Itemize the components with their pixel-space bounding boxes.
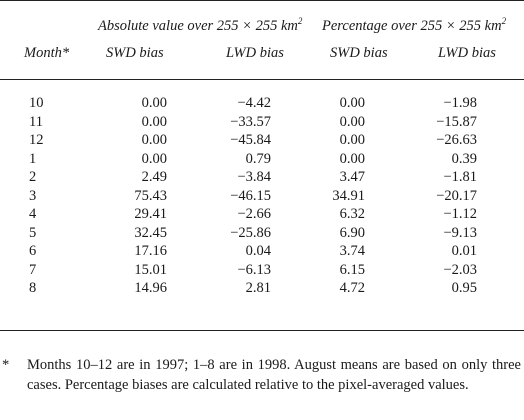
abs-lwd-cell: 0.04 xyxy=(245,243,271,259)
pct-swd-cell: 0.00 xyxy=(339,95,365,111)
pct-lwd-cell: −1.81 xyxy=(443,169,477,185)
abs-lwd-cell: 2.81 xyxy=(245,280,271,296)
pct-lwd-cell: −15.87 xyxy=(436,113,477,130)
pct-swd-cell: 6.32 xyxy=(339,206,365,222)
abs-lwd-cell: −45.84 xyxy=(230,132,271,148)
pct-lwd-cell: −2.03 xyxy=(443,261,477,278)
month-cell: 11 xyxy=(29,113,43,130)
month-cell: 12 xyxy=(29,132,44,148)
month-cell: 2 xyxy=(29,169,37,185)
footnote-marker: * xyxy=(2,357,10,373)
pct-swd-cell: 0.00 xyxy=(339,150,365,167)
pct-lwd-cell: −1.12 xyxy=(443,206,477,222)
abs-lwd-cell: −6.13 xyxy=(237,261,271,278)
abs-swd-cell: 14.96 xyxy=(134,280,167,296)
month-cell: 6 xyxy=(29,243,37,259)
abs-lwd-cell: −4.42 xyxy=(237,95,271,111)
abs-swd-cell: 29.41 xyxy=(134,206,167,222)
pct-lwd-cell: −20.17 xyxy=(436,187,477,204)
abs-lwd-cell: −2.66 xyxy=(237,206,271,222)
pct-lwd-cell: −9.13 xyxy=(443,224,477,241)
pct-swd-cell: 0.00 xyxy=(339,113,365,130)
header-rule xyxy=(0,79,524,80)
abs-swd-cell: 0.00 xyxy=(141,113,167,130)
pct-lwd-cell: −1.98 xyxy=(443,95,477,111)
top-rule xyxy=(0,0,524,1)
month-cell: 7 xyxy=(29,261,37,278)
pct-lwd-bias-header: LWD bias xyxy=(438,45,496,61)
pct-swd-cell: 4.72 xyxy=(339,280,365,296)
pct-swd-cell: 3.47 xyxy=(339,169,365,185)
abs-swd-bias-header: SWD bias xyxy=(106,45,164,61)
pct-lwd-cell: 0.95 xyxy=(451,280,477,296)
pct-swd-cell: 6.90 xyxy=(339,224,365,241)
abs-swd-cell: 0.00 xyxy=(141,150,167,167)
abs-swd-cell: 2.49 xyxy=(141,169,167,185)
abs-lwd-cell: −33.57 xyxy=(230,113,271,130)
month-cell: 8 xyxy=(29,280,37,296)
percentage-group-header: Percentage over 255 × 255 km2 xyxy=(322,16,507,34)
pct-lwd-cell: 0.01 xyxy=(451,243,477,259)
pct-swd-cell: 3.74 xyxy=(339,243,365,259)
bottom-rule xyxy=(0,330,524,331)
absolute-group-header: Absolute value over 255 × 255 km2 xyxy=(98,16,303,34)
footnote-text: Months 10–12 are in 1997; 1–8 are in 199… xyxy=(27,357,521,393)
abs-swd-cell: 15.01 xyxy=(134,261,167,278)
pct-swd-cell: 34.91 xyxy=(332,187,365,204)
abs-lwd-bias-header: LWD bias xyxy=(226,45,284,61)
abs-lwd-cell: 0.79 xyxy=(245,150,271,167)
month-cell: 5 xyxy=(29,224,37,241)
pct-swd-cell: 0.00 xyxy=(339,132,365,148)
abs-swd-cell: 75.43 xyxy=(134,187,167,204)
abs-swd-cell: 0.00 xyxy=(141,95,167,111)
month-cell: 3 xyxy=(29,187,37,204)
month-cell: 10 xyxy=(29,95,44,111)
month-cell: 1 xyxy=(29,150,37,167)
pct-lwd-cell: −26.63 xyxy=(436,132,477,148)
month-cell: 4 xyxy=(29,206,37,222)
abs-lwd-cell: −46.15 xyxy=(230,187,271,204)
abs-swd-cell: 32.45 xyxy=(134,224,167,241)
pct-lwd-cell: 0.39 xyxy=(451,150,477,167)
pct-swd-cell: 6.15 xyxy=(339,261,365,278)
abs-lwd-cell: −3.84 xyxy=(237,169,271,185)
abs-swd-cell: 17.16 xyxy=(134,243,167,259)
pct-swd-bias-header: SWD bias xyxy=(330,45,388,61)
month-column-header: Month* xyxy=(24,45,70,61)
abs-lwd-cell: −25.86 xyxy=(230,224,271,241)
abs-swd-cell: 0.00 xyxy=(141,132,167,148)
